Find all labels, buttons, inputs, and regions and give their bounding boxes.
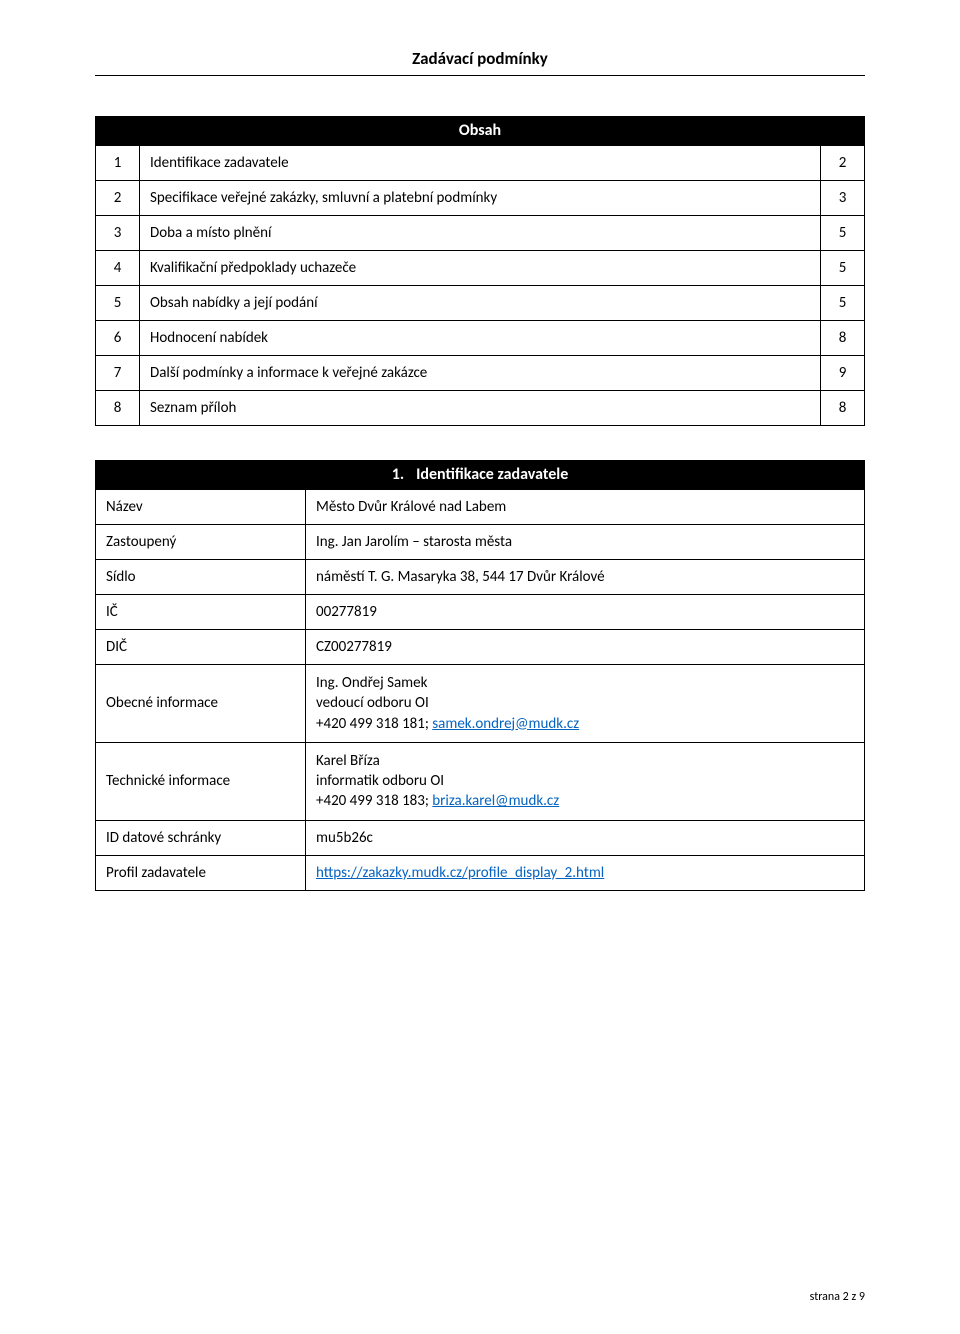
- field-value: Ing. Jan Jarolím – starosta města: [306, 525, 865, 560]
- table-row: 1 Identifikace zadavatele 2: [96, 146, 865, 181]
- contents-table: 1 Identifikace zadavatele 2 2 Specifikac…: [95, 145, 865, 426]
- row-number: 6: [96, 321, 140, 356]
- row-number: 1: [96, 146, 140, 181]
- field-value: Karel Bříza informatik odboru OI +420 49…: [306, 742, 865, 820]
- row-number: 4: [96, 251, 140, 286]
- table-row: Technické informace Karel Bříza informat…: [96, 742, 865, 820]
- page-container: Zadávací podmínky Obsah 1 Identifikace z…: [0, 0, 960, 1334]
- row-page: 8: [821, 391, 865, 426]
- field-value: https://zakazky.mudk.cz/profile_display_…: [306, 855, 865, 890]
- table-row: IČ 00277819: [96, 595, 865, 630]
- table-row: Obecné informace Ing. Ondřej Samek vedou…: [96, 665, 865, 743]
- field-label: Sídlo: [96, 560, 306, 595]
- row-title: Další podmínky a informace k veřejné zak…: [140, 356, 821, 391]
- contact-phone-prefix: +420 499 318 181;: [316, 715, 432, 733]
- field-value: náměstí T. G. Masaryka 38, 544 17 Dvůr K…: [306, 560, 865, 595]
- row-title: Kvalifikační předpoklady uchazeče: [140, 251, 821, 286]
- section1-header-number: 1.: [392, 465, 404, 484]
- contact-email-link[interactable]: briza.karel@mudk.cz: [432, 792, 559, 810]
- row-title: Seznam příloh: [140, 391, 821, 426]
- row-page: 2: [821, 146, 865, 181]
- row-number: 8: [96, 391, 140, 426]
- row-page: 5: [821, 216, 865, 251]
- row-title: Obsah nabídky a její podání: [140, 286, 821, 321]
- contact-role: vedoucí odboru OI: [316, 694, 429, 712]
- section1-header-text: Identifikace zadavatele: [416, 465, 568, 484]
- contact-email-link[interactable]: samek.ondrej@mudk.cz: [432, 715, 579, 733]
- table-row: Zastoupený Ing. Jan Jarolím – starosta m…: [96, 525, 865, 560]
- table-row: 6 Hodnocení nabídek 8: [96, 321, 865, 356]
- table-row: 3 Doba a místo plnění 5: [96, 216, 865, 251]
- field-label: ID datové schránky: [96, 820, 306, 855]
- page-footer: strana 2 z 9: [810, 1290, 865, 1304]
- row-number: 7: [96, 356, 140, 391]
- field-label: Zastoupený: [96, 525, 306, 560]
- field-label: DIČ: [96, 630, 306, 665]
- row-page: 5: [821, 286, 865, 321]
- field-value: mu5b26c: [306, 820, 865, 855]
- table-row: Sídlo náměstí T. G. Masaryka 38, 544 17 …: [96, 560, 865, 595]
- row-page: 8: [821, 321, 865, 356]
- row-title: Specifikace veřejné zakázky, smluvní a p…: [140, 181, 821, 216]
- contact-phone-prefix: +420 499 318 183;: [316, 792, 432, 810]
- title-rule: [95, 75, 865, 76]
- row-page: 3: [821, 181, 865, 216]
- table-row: ID datové schránky mu5b26c: [96, 820, 865, 855]
- field-label: Technické informace: [96, 742, 306, 820]
- contact-name: Karel Bříza: [316, 752, 380, 770]
- table-row: 2 Specifikace veřejné zakázky, smluvní a…: [96, 181, 865, 216]
- table-row: Profil zadavatele https://zakazky.mudk.c…: [96, 855, 865, 890]
- spacer: [95, 426, 865, 460]
- row-page: 9: [821, 356, 865, 391]
- field-value: Ing. Ondřej Samek vedoucí odboru OI +420…: [306, 665, 865, 743]
- table-row: 7 Další podmínky a informace k veřejné z…: [96, 356, 865, 391]
- table-row: Název Město Dvůr Králové nad Labem: [96, 490, 865, 525]
- row-title: Identifikace zadavatele: [140, 146, 821, 181]
- contents-header: Obsah: [95, 116, 865, 145]
- profile-link[interactable]: https://zakazky.mudk.cz/profile_display_…: [316, 864, 604, 882]
- row-page: 5: [821, 251, 865, 286]
- field-label: Profil zadavatele: [96, 855, 306, 890]
- row-title: Doba a místo plnění: [140, 216, 821, 251]
- contact-name: Ing. Ondřej Samek: [316, 674, 427, 692]
- row-number: 3: [96, 216, 140, 251]
- field-value: 00277819: [306, 595, 865, 630]
- table-row: DIČ CZ00277819: [96, 630, 865, 665]
- row-title: Hodnocení nabídek: [140, 321, 821, 356]
- section1-table: Název Město Dvůr Králové nad Labem Zasto…: [95, 489, 865, 891]
- field-label: Obecné informace: [96, 665, 306, 743]
- table-row: 4 Kvalifikační předpoklady uchazeče 5: [96, 251, 865, 286]
- page-title: Zadávací podmínky: [95, 48, 865, 69]
- row-number: 2: [96, 181, 140, 216]
- field-value: CZ00277819: [306, 630, 865, 665]
- field-label: Název: [96, 490, 306, 525]
- table-row: 5 Obsah nabídky a její podání 5: [96, 286, 865, 321]
- table-row: 8 Seznam příloh 8: [96, 391, 865, 426]
- field-label: IČ: [96, 595, 306, 630]
- contact-role: informatik odboru OI: [316, 772, 444, 790]
- row-number: 5: [96, 286, 140, 321]
- section1-header: 1. Identifikace zadavatele: [95, 460, 865, 489]
- field-value: Město Dvůr Králové nad Labem: [306, 490, 865, 525]
